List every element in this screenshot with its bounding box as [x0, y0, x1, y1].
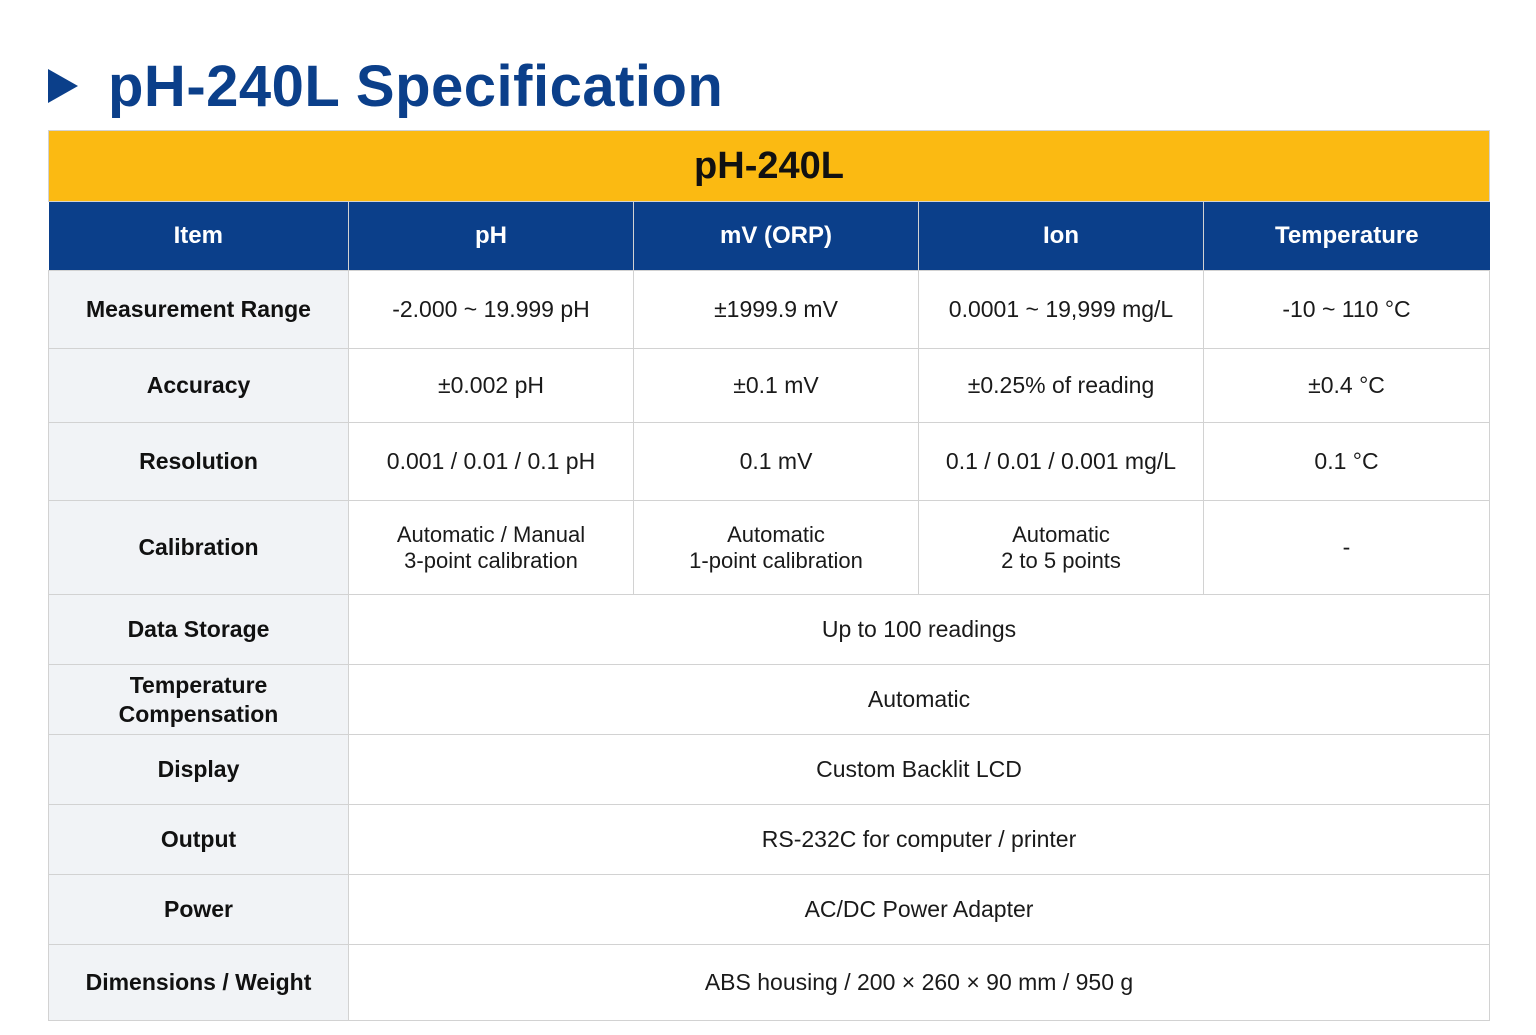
table-row: Measurement Range -2.000 ~ 19.999 pH ±19… [48, 270, 1491, 349]
cell-line: Automatic / Manual [396, 521, 586, 547]
table-cell: Automatic 2 to 5 points [918, 500, 1204, 595]
table-cell: 0.001 / 0.01 / 0.1 pH [348, 422, 634, 501]
cell-line: 3-point calibration [404, 547, 578, 573]
row-label: Display [48, 734, 349, 805]
table-cell: Custom Backlit LCD [347, 734, 1491, 805]
table-row: Output RS-232C for computer / printer [48, 804, 1491, 875]
cell-line: Automatic [1012, 521, 1110, 547]
row-label: Calibration [48, 500, 349, 595]
column-header-ion: Ion [918, 201, 1204, 271]
table-cell: 0.1 / 0.01 / 0.001 mg/L [918, 422, 1204, 501]
model-name: pH-240L [47, 130, 1491, 202]
table-row: Temperature Compensation Automatic [48, 664, 1491, 735]
table-row: Resolution 0.001 / 0.01 / 0.1 pH 0.1 mV … [48, 422, 1491, 501]
table-cell: ±0.4 °C [1202, 348, 1491, 423]
column-header-ph: pH [348, 201, 634, 271]
row-label: Power [48, 874, 349, 945]
table-cell: RS-232C for computer / printer [347, 804, 1491, 875]
row-label: Measurement Range [48, 270, 349, 349]
table-cell: 0.1 °C [1202, 422, 1491, 501]
table-cell: 0.1 mV [633, 422, 919, 501]
table-cell: ±0.1 mV [633, 348, 919, 423]
label-line: Temperature [129, 671, 268, 698]
table-cell: -2.000 ~ 19.999 pH [348, 270, 634, 349]
row-label: Resolution [48, 422, 349, 501]
row-label: Dimensions / Weight [48, 944, 349, 1021]
column-header-mv: mV (ORP) [633, 201, 919, 271]
table-row: Dimensions / Weight ABS housing / 200 × … [48, 944, 1491, 1021]
row-label: Temperature Compensation [48, 664, 349, 735]
table-cell: ±1999.9 mV [633, 270, 919, 349]
table-row: Display Custom Backlit LCD [48, 734, 1491, 805]
table-cell: Automatic [347, 664, 1491, 735]
row-label: Output [48, 804, 349, 875]
row-label: Data Storage [48, 594, 349, 665]
play-triangle-icon [48, 69, 78, 103]
column-header-row: Item pH mV (ORP) Ion Temperature [48, 201, 1490, 271]
column-header-item: Item [48, 201, 349, 271]
table-row: Calibration Automatic / Manual 3-point c… [48, 500, 1491, 595]
table-cell: ABS housing / 200 × 260 × 90 mm / 950 g [347, 944, 1491, 1021]
label-line: Compensation [118, 700, 279, 727]
table-cell: Up to 100 readings [347, 594, 1491, 665]
table-row: Data Storage Up to 100 readings [48, 594, 1491, 665]
table-cell: ±0.002 pH [348, 348, 634, 423]
table-row: Accuracy ±0.002 pH ±0.1 mV ±0.25% of rea… [48, 348, 1491, 423]
table-cell: Automatic / Manual 3-point calibration [348, 500, 634, 595]
page-title: pH-240L Specification [108, 53, 724, 119]
table-cell: AC/DC Power Adapter [347, 874, 1491, 945]
table-cell: 0.0001 ~ 19,999 mg/L [918, 270, 1204, 349]
row-label: Accuracy [48, 348, 349, 423]
column-header-temperature: Temperature [1202, 201, 1490, 271]
table-row: Power AC/DC Power Adapter [48, 874, 1491, 945]
spec-table: pH-240L Item pH mV (ORP) Ion Temperature… [47, 130, 1491, 1021]
cell-line: 2 to 5 points [1001, 547, 1121, 573]
cell-line: Automatic [727, 521, 825, 547]
cell-line: 1-point calibration [689, 547, 863, 573]
table-cell: - [1202, 500, 1491, 595]
table-cell: ±0.25% of reading [918, 348, 1204, 423]
model-bar: pH-240L [47, 130, 1491, 202]
table-cell: -10 ~ 110 °C [1202, 270, 1491, 349]
table-cell: Automatic 1-point calibration [633, 500, 919, 595]
page-heading: pH-240L Specification [48, 46, 723, 126]
